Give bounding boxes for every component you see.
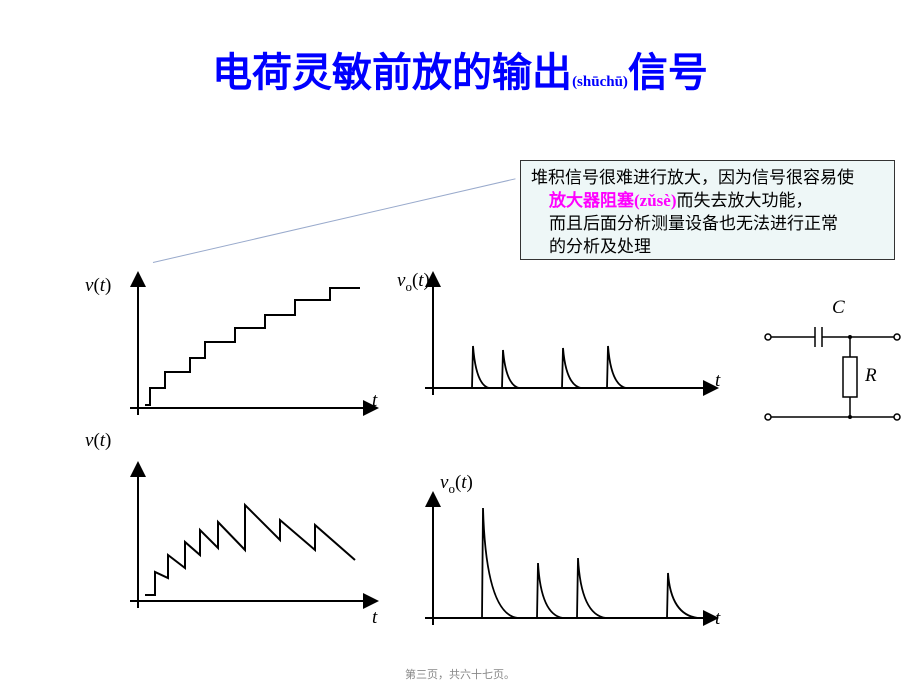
callout-rest3: 的分析及处理 — [531, 236, 884, 259]
circuit-c-label: C — [832, 297, 845, 319]
ylabel-top-right: vo(t) — [397, 270, 430, 295]
callout-indicator-line — [153, 178, 516, 263]
chart-bottom-left-svg — [120, 460, 390, 630]
title-pinyin: (shūchū) — [572, 74, 628, 90]
callout-line1: 堆积信号很难进行放大，因为信号很容易使 — [531, 167, 884, 190]
xlabel-top-right: t — [715, 370, 720, 392]
callout-rest1: 而失去放大功能， — [676, 191, 812, 210]
chart-top-left-svg — [120, 270, 390, 430]
chart-bottom-right-svg — [415, 490, 735, 630]
circuit-diagram: C R — [760, 315, 905, 435]
page-title: 电荷灵敏前放的输出(shūchū)信号 — [0, 0, 920, 98]
xlabel-bottom-right: t — [715, 608, 720, 630]
xlabel-top-left: t — [372, 390, 377, 412]
callout-highlight: 放大器阻塞(zǔsè) — [531, 191, 676, 210]
page-footer: 第三页，共六十七页。 — [0, 666, 920, 682]
ylabel-bottom-right: vo(t) — [440, 472, 473, 497]
chart-top-right: vo(t) t — [415, 270, 735, 400]
circuit-r-label: R — [865, 365, 877, 387]
callout-rest2: 而且后面分析测量设备也无法进行正常 — [531, 213, 884, 236]
ylabel-top-left: v(t) — [85, 275, 111, 297]
ylabel-bottom-left: v(t) — [85, 430, 111, 452]
chart-top-right-svg — [415, 270, 735, 400]
callout-line2: 放大器阻塞(zǔsè)而失去放大功能， — [531, 190, 884, 213]
chart-top-left: v(t) t — [120, 270, 390, 430]
callout-box: 堆积信号很难进行放大，因为信号很容易使 放大器阻塞(zǔsè)而失去放大功能， … — [520, 160, 895, 260]
xlabel-bottom-left: t — [372, 607, 377, 629]
circuit-svg — [760, 315, 905, 435]
chart-bottom-right: vo(t) t — [415, 490, 735, 630]
title-part1: 电荷灵敏前放的输出 — [212, 50, 572, 95]
chart-bottom-left: v(t) t — [120, 460, 390, 630]
title-part2: 信号 — [628, 50, 708, 95]
